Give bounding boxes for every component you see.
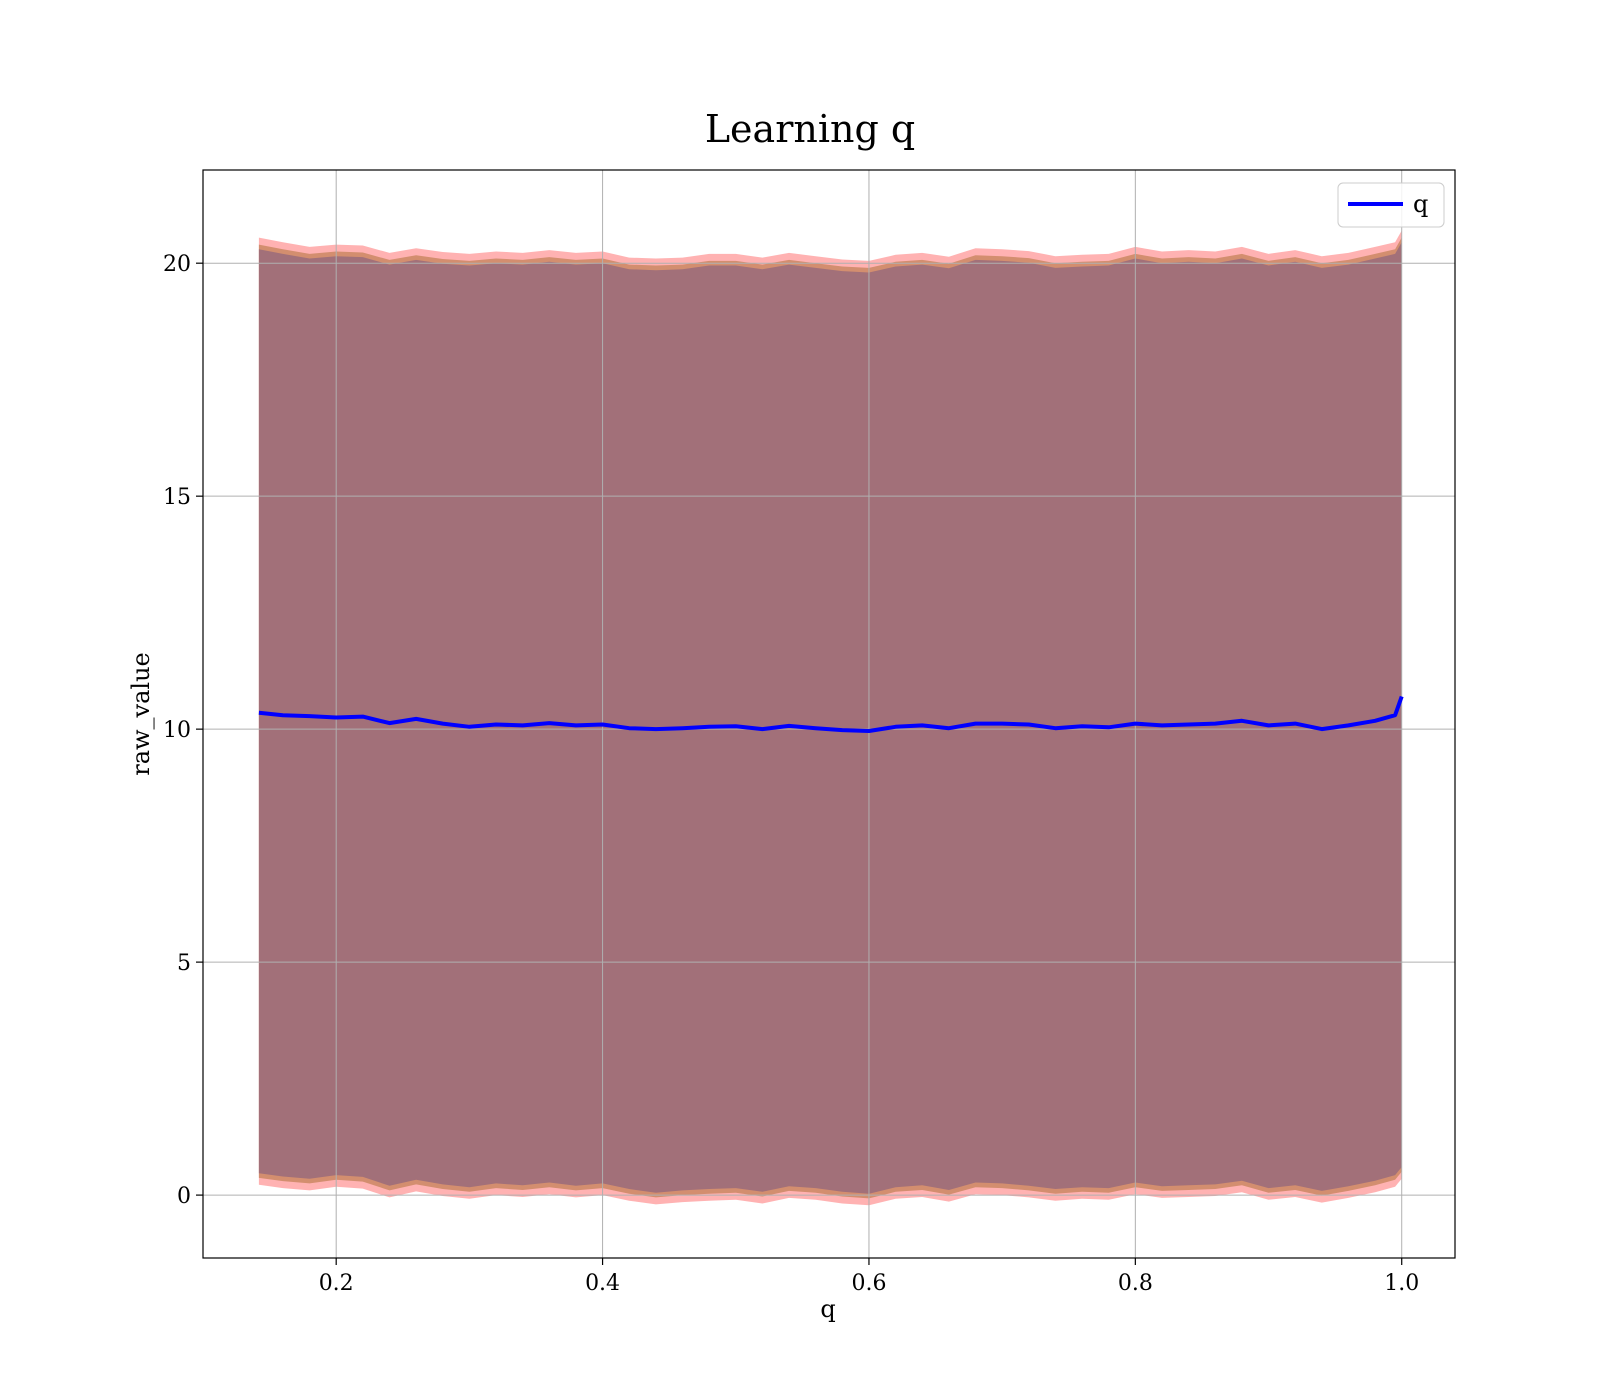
chart-title: Learning q bbox=[705, 107, 915, 151]
y-tick-label: 10 bbox=[163, 718, 191, 743]
x-tick-label: 0.6 bbox=[851, 1271, 886, 1296]
x-tick-label: 0.2 bbox=[319, 1271, 354, 1296]
legend: q bbox=[1337, 182, 1445, 228]
plot-area: 0.2 0.4 0.6 0.8 1.0 0 5 10 15 20 bbox=[163, 169, 1456, 1296]
y-tick-label: 0 bbox=[177, 1184, 191, 1209]
axes-frame bbox=[202, 169, 1456, 1259]
band-inner bbox=[258, 242, 1402, 1194]
y-tick-label: 5 bbox=[177, 951, 191, 976]
y-axis-label: raw_value bbox=[127, 652, 155, 776]
x-tick-label: 0.4 bbox=[585, 1271, 620, 1296]
y-tick-label: 20 bbox=[163, 252, 191, 277]
series-line-q bbox=[258, 695, 1404, 733]
x-tick-label: 0.8 bbox=[1118, 1271, 1153, 1296]
y-tick-label: 15 bbox=[163, 485, 191, 510]
legend-label-q: q bbox=[1413, 190, 1428, 218]
x-axis-label: q bbox=[820, 1295, 835, 1323]
x-tick-label: 1.0 bbox=[1384, 1271, 1419, 1296]
